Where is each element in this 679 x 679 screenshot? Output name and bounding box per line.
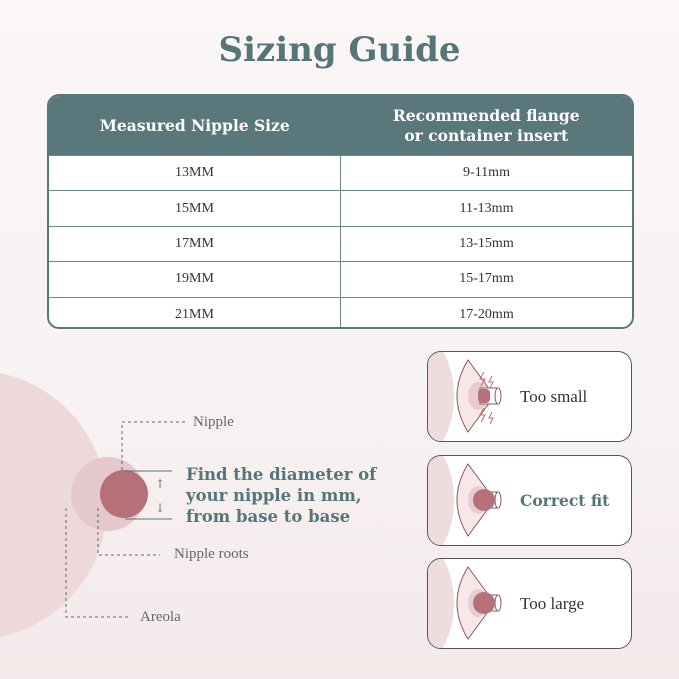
areola-label: Areola [140,609,181,625]
arrow-up-icon: ↑ [155,477,165,491]
table-header: Measured Nipple Size Recommended flange o… [49,96,632,155]
flange-too-large-icon [428,559,502,648]
flange-correct-fit-icon [428,456,502,545]
fit-card: Correct fit [427,455,632,546]
instruction-line: Find the diameter of [186,465,377,484]
recommended-size-cell: 15-17mm [459,271,514,287]
recommended-size-cell: 9-11mm [463,165,510,181]
nipple-roots-label: Nipple roots [174,546,249,562]
measured-size-cell: 21MM [49,297,341,327]
table-row: 13MM 9-11mm [49,155,632,191]
recommended-size-cell: 11-13mm [459,200,514,216]
flange-too-small-icon [428,352,502,441]
instruction-line: from base to base [186,507,351,526]
fit-label: Correct fit [520,491,610,510]
arrow-down-icon: ↓ [155,501,165,515]
fit-label: Too small [520,386,588,406]
table-row: 19MM 15-17mm [49,261,632,297]
fit-card: Too small [427,351,632,442]
recommended-size-cell: 17-20mm [459,306,514,322]
measured-size-cell: 17MM [49,226,341,262]
table-row: 15MM 11-13mm [49,190,632,226]
sizing-table: Measured Nipple Size Recommended flange o… [47,94,634,329]
measured-size-cell: 13MM [49,156,341,191]
header-measured-size: Measured Nipple Size [99,115,290,135]
measured-size-cell: 19MM [49,262,341,297]
instruction-line: your nipple in mm, [186,486,362,505]
recommended-size-cell: 13-15mm [459,235,514,251]
page-title: Sizing Guide [218,30,461,70]
table-row: 17MM 13-15mm [49,225,632,262]
header-recommended-flange: Recommended flange or container insert [392,105,580,145]
breast-shape [0,372,107,638]
instruction-text: Find the diameter of your nipple in mm, … [186,464,376,527]
fit-label: Too large [520,593,585,613]
measured-size-cell: 15MM [49,191,341,226]
table-row: 21MM 17-20mm [49,296,632,327]
fit-card: Too large [427,558,632,649]
nipple-shape [100,470,148,518]
leader-lines [65,421,185,618]
nipple-label: Nipple [193,414,234,430]
